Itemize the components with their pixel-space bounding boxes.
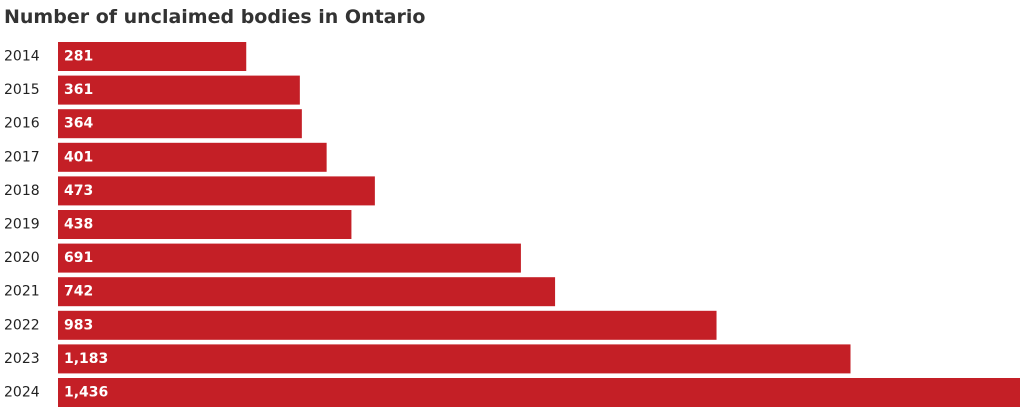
bar xyxy=(58,210,352,239)
data-label: 742 xyxy=(64,284,93,300)
bar xyxy=(58,142,327,172)
bar xyxy=(58,42,247,71)
bar xyxy=(58,277,556,307)
bar xyxy=(58,75,300,105)
data-label: 473 xyxy=(64,183,93,199)
chart-title: Number of unclaimed bodies in Ontario xyxy=(4,6,425,28)
data-label: 1,183 xyxy=(64,351,108,367)
data-label: 438 xyxy=(64,217,93,233)
y-tick-label: 2014 xyxy=(4,49,40,65)
data-label: 364 xyxy=(64,116,93,132)
data-label: 281 xyxy=(64,49,93,65)
y-tick-label: 2018 xyxy=(4,183,40,199)
y-tick-label: 2017 xyxy=(4,149,40,165)
y-tick-label: 2024 xyxy=(4,385,40,401)
y-tick-label: 2020 xyxy=(4,250,40,266)
y-tick-label: 2023 xyxy=(4,351,40,367)
y-tick-label: 2022 xyxy=(4,317,40,333)
y-tick-label: 2021 xyxy=(4,284,40,300)
y-tick-label: 2016 xyxy=(4,116,40,132)
data-label: 361 xyxy=(64,82,93,98)
data-label: 1,436 xyxy=(64,385,108,401)
bar xyxy=(58,310,717,340)
bar xyxy=(58,176,375,206)
bar xyxy=(58,344,851,374)
data-label: 401 xyxy=(64,149,93,165)
data-label: 983 xyxy=(64,317,93,333)
y-tick-label: 2015 xyxy=(4,82,40,98)
bar xyxy=(58,243,521,273)
data-label: 691 xyxy=(64,250,93,266)
bar xyxy=(58,109,302,139)
bar xyxy=(58,378,1020,407)
y-tick-label: 2019 xyxy=(4,217,40,233)
